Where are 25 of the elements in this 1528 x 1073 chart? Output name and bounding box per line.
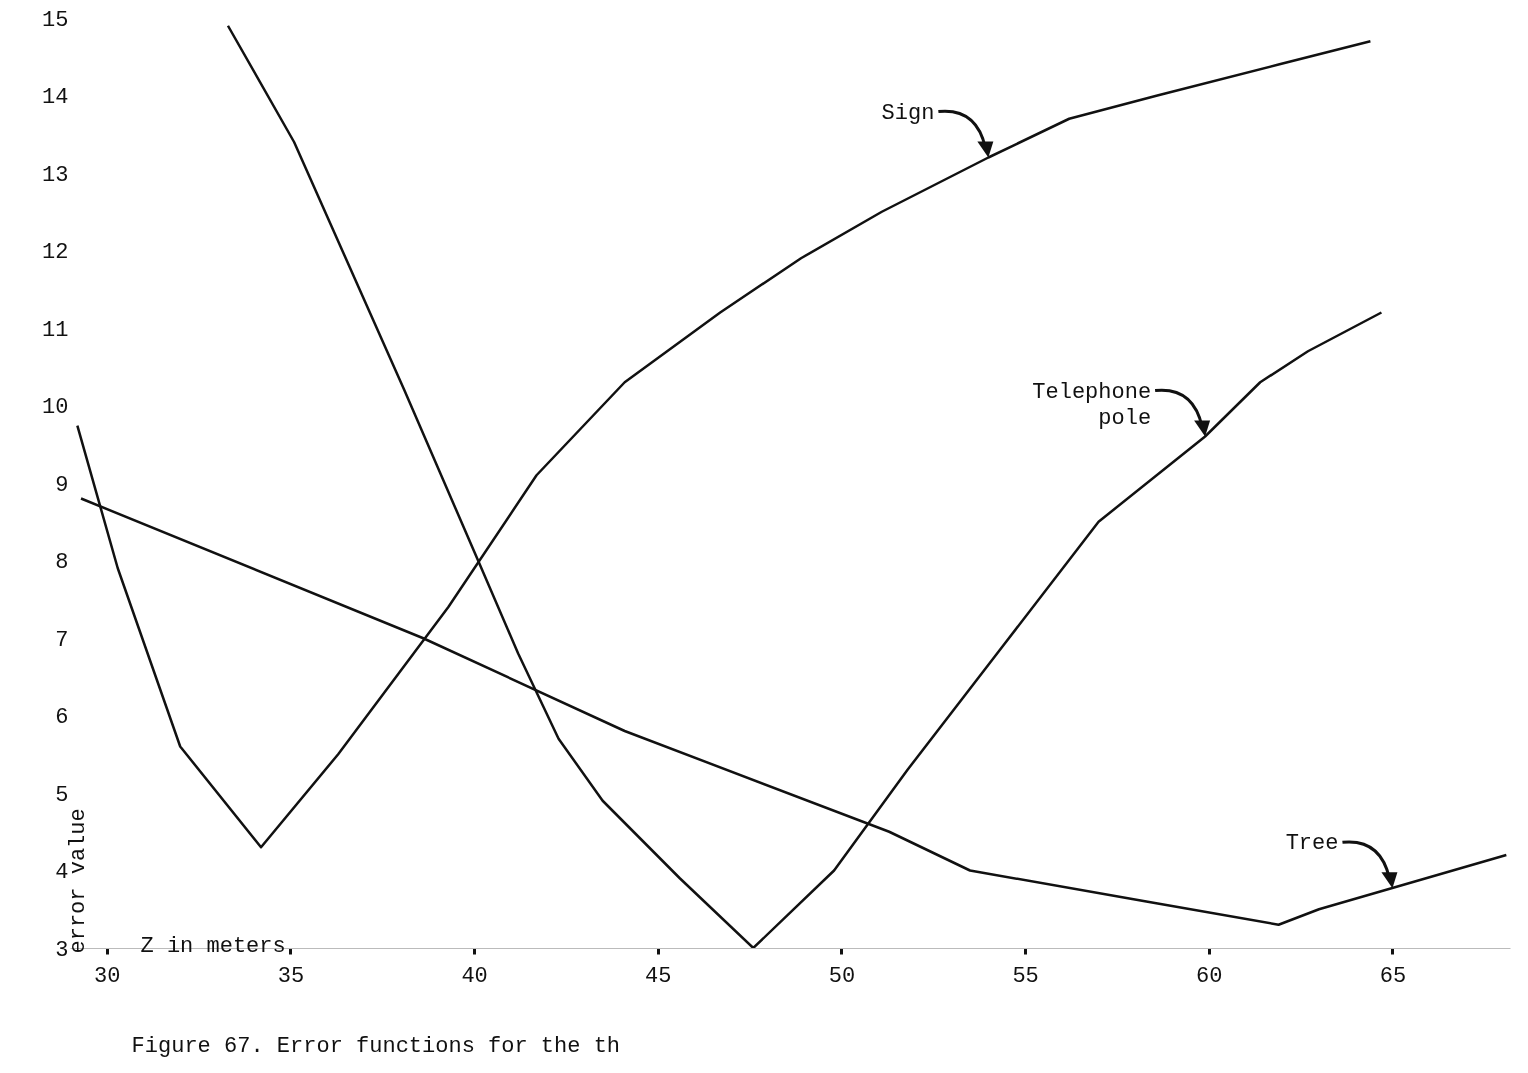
x-axis-title: Z in meters [140,933,286,959]
x-tick-label: 35 [277,963,305,989]
y-tick-label: 6 [55,705,69,730]
y-tick-label: 11 [42,317,69,343]
y-tick-label: 14 [42,85,69,110]
annotation: Telephone pole [1032,379,1152,431]
caption: Figure 67. Error functions for the th [131,1034,621,1059]
y-tick-label: 13 [42,162,69,188]
y-tick-label: 9 [55,472,69,498]
x-tick-label: 60 [1196,963,1223,989]
y-tick-label: 3 [55,937,69,963]
y-tick-label: 10 [42,395,69,420]
annotation: Sign [881,100,935,126]
y-tick-label: 15 [42,7,69,33]
y-tick-label: 5 [55,782,69,808]
x-tick-label: 40 [461,963,488,989]
x-tick-label: 45 [645,963,672,989]
x-tick-label: 50 [828,963,856,989]
x-tick-label: 55 [1012,963,1039,989]
y-tick-label: 8 [55,550,69,575]
x-tick-label: 65 [1379,963,1407,989]
x-tick-label: 30 [94,963,121,989]
annotation: Tree [1285,831,1339,857]
y-tick-label: 12 [42,240,69,265]
y-tick-label: 7 [55,627,69,653]
